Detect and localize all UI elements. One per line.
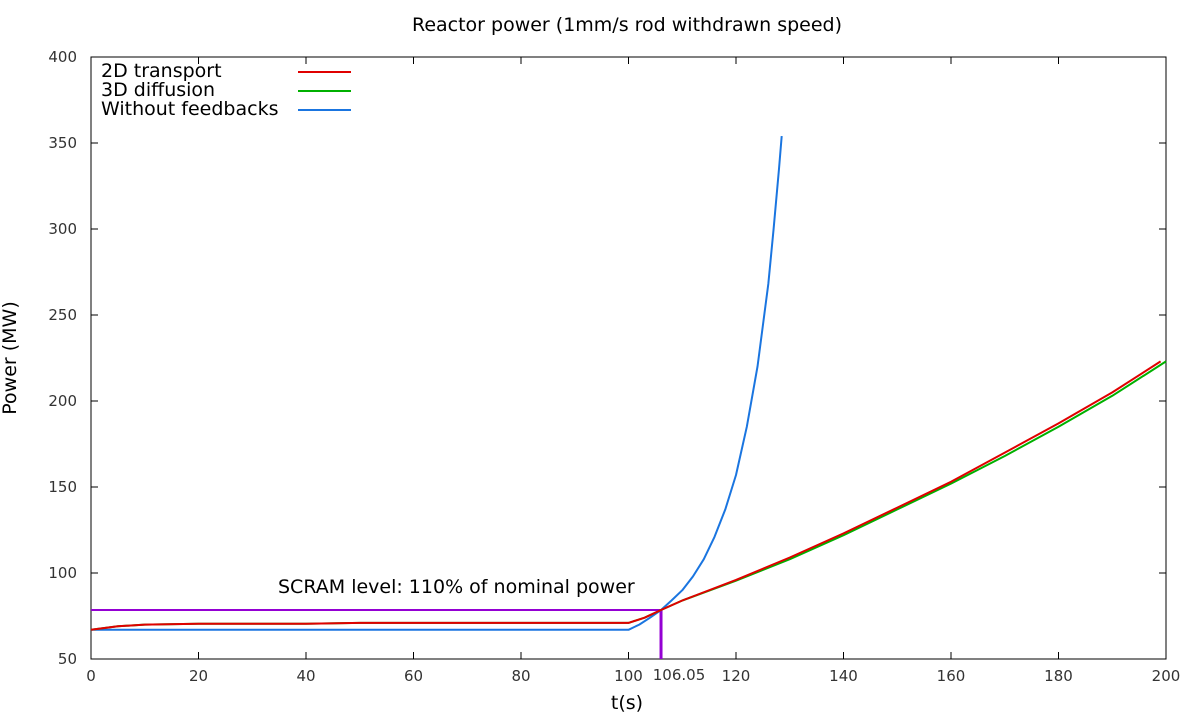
x-tick-label: 60: [404, 667, 423, 685]
chart-title: Reactor power (1mm/s rod withdrawn speed…: [412, 14, 842, 36]
x-tick-label: 40: [296, 667, 315, 685]
x-tick-label: 120: [722, 667, 751, 685]
plot-area: 0 20 40 60 80 100 120 140 160 180 200 50 100 150 200 25…: [48, 48, 1180, 685]
y-tick-label: 150: [48, 478, 77, 496]
y-tick-label: 250: [48, 306, 77, 324]
y-axis-label: Power (MW): [0, 301, 21, 415]
y-tick-label: 300: [48, 220, 77, 238]
legend-label: 3D diffusion: [101, 79, 215, 101]
x-tick-label: 0: [86, 667, 96, 685]
y-tick-label: 50: [58, 650, 77, 668]
y-tick-label: 100: [48, 564, 77, 582]
x-tick-label: 180: [1044, 667, 1073, 685]
legend-entry-2d-transport: 2D transport: [101, 60, 351, 82]
scram-level-annotation: SCRAM level: 110% of nominal power: [278, 576, 635, 598]
y-tick-label: 350: [48, 134, 77, 152]
x-tick-label: 140: [829, 667, 858, 685]
legend-entry-without-feedbacks: Without feedbacks: [101, 98, 351, 120]
legend-entry-3d-diffusion: 3D diffusion: [101, 79, 351, 101]
series-2d-transport-line: [90, 360, 1162, 631]
scram-time-label: 106.05: [653, 666, 706, 684]
x-tick-label: 160: [937, 667, 966, 685]
x-tick-label: 80: [511, 667, 530, 685]
x-axis-label: t(s): [611, 692, 643, 714]
x-tick-label: 200: [1152, 667, 1181, 685]
y-tick-label: 400: [48, 48, 77, 66]
x-tick-label: 20: [189, 667, 208, 685]
plot-frame: [90, 56, 1167, 660]
legend-label: 2D transport: [101, 60, 222, 82]
legend-label: Without feedbacks: [101, 98, 278, 120]
series-without-feedbacks-line: [91, 136, 783, 631]
x-tick-label: 100: [614, 667, 643, 685]
y-tick-label: 200: [48, 392, 77, 410]
